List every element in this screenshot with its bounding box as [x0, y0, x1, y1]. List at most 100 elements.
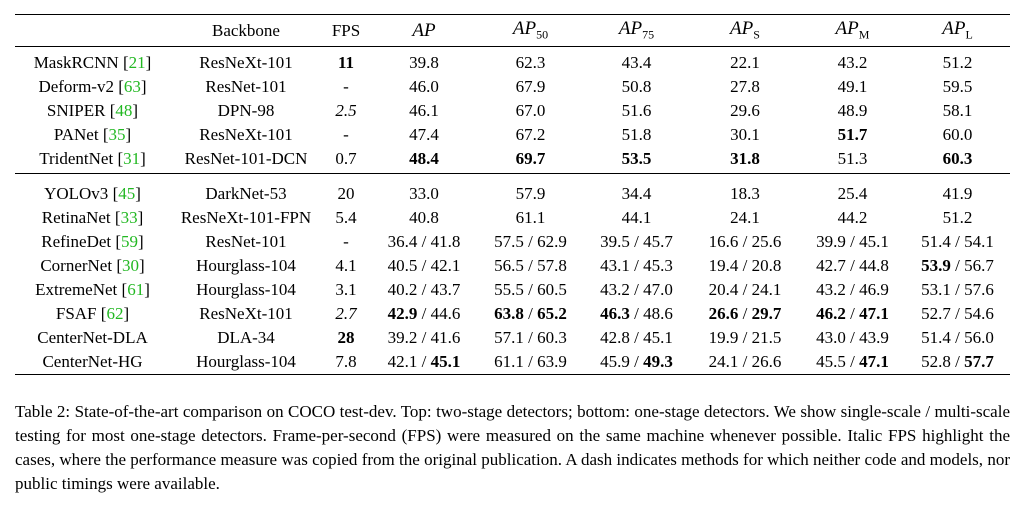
separator: / [955, 304, 960, 323]
cite-bracket: ] [144, 280, 150, 299]
separator: / [528, 256, 533, 275]
metric-cell: 40.5 / 42.1 [370, 254, 478, 278]
method-cell: FSAF [62] [15, 302, 170, 326]
header-label: Backbone [212, 20, 280, 40]
method-name: PANet [53, 125, 99, 144]
separator: / [850, 352, 855, 371]
metric-value: 44.8 [859, 256, 889, 275]
metric-cell: 51.6 [583, 99, 690, 123]
metric-value: 57.9 [515, 184, 546, 203]
metric-value: 56.5 [494, 256, 524, 275]
metric-value: 57.6 [964, 280, 994, 299]
metric-cell: 39.2 / 41.6 [370, 326, 478, 350]
separator: / [634, 232, 639, 251]
method-cell: MaskRCNN [21] [15, 47, 170, 76]
backbone-cell: DPN-98 [217, 101, 275, 120]
separator: / [528, 328, 533, 347]
metric-value: 54.6 [964, 304, 994, 323]
header-cell: APS [690, 15, 800, 47]
metric-value: 43.0 [816, 328, 846, 347]
method-cell: TridentNet [31] [15, 147, 170, 174]
method-name: CenterNet-HG [42, 352, 143, 371]
cite-bracket: ] [125, 125, 132, 144]
metric-cell: 51.2 [905, 47, 1010, 76]
table-row: CornerNet [30] Hourglass-104 4.1 40.5 / 42.… [15, 254, 1010, 278]
separator: / [850, 328, 855, 347]
separator: / [955, 232, 960, 251]
metric-value: 26.6 [751, 352, 782, 371]
header-cell: AP75 [583, 15, 690, 47]
backbone-cell: ResNet-101-DCN [184, 149, 308, 168]
header-label: AP [835, 18, 859, 40]
header-label: AP [412, 19, 436, 41]
separator: / [742, 304, 748, 323]
separator: / [955, 256, 960, 275]
metric-value: 24.1 [730, 208, 760, 227]
metric-cell: 69.7 [478, 147, 583, 174]
metric-value: 43.2 [837, 53, 868, 72]
metric-value: 46.0 [409, 77, 439, 96]
method-cell: Deform-v2 [63] [15, 75, 170, 99]
metric-value: 39.2 [387, 328, 418, 347]
fps-value: 28 [337, 328, 355, 347]
cite-bracket: ] [132, 101, 139, 120]
cite-bracket: ] [123, 304, 130, 323]
fps-cell: 7.8 [322, 350, 370, 375]
metric-cell: 52.7 / 54.6 [905, 302, 1010, 326]
row-group: MaskRCNN [21] ResNeXt-101 11 39.8 62.3 43.4 22… [15, 47, 1010, 174]
metric-value: 45.7 [643, 232, 673, 251]
metric-value: 43.2 [816, 280, 846, 299]
metric-value: 51.7 [837, 125, 868, 144]
metric-value: 41.9 [942, 184, 973, 203]
metric-value: 16.6 [708, 232, 739, 251]
separator: / [742, 328, 748, 347]
metric-cell: 41.9 [905, 174, 1010, 207]
metric-cell: 51.8 [583, 123, 690, 147]
metric-cell: 58.1 [905, 99, 1010, 123]
metric-value: 41.8 [430, 232, 461, 251]
header-label: AP [512, 18, 537, 40]
metric-cell: 60.0 [905, 123, 1010, 147]
metric-cell: 40.2 / 43.7 [370, 278, 478, 302]
metric-value: 49.1 [837, 77, 868, 96]
metric-cell: 43.2 / 46.9 [800, 278, 905, 302]
metric-value: 57.8 [537, 256, 567, 275]
header-subscript: M [858, 27, 870, 42]
metric-cell: 24.1 / 26.6 [690, 350, 800, 375]
method-cell: PANet [35] [15, 123, 170, 147]
metric-value: 45.1 [643, 328, 673, 347]
separator: / [421, 232, 427, 251]
separator: / [742, 256, 748, 275]
header-subscript: S [753, 27, 760, 42]
metric-cell: 56.5 / 57.8 [478, 254, 583, 278]
metric-value: 60.3 [537, 328, 567, 347]
cite-bracket: [ [114, 208, 121, 227]
method-cell: CenterNet-HG [15, 350, 170, 375]
backbone-cell: Hourglass-104 [196, 280, 296, 299]
metric-value: 45.1 [859, 232, 889, 251]
metric-cell: 42.9 / 44.6 [370, 302, 478, 326]
table-row: ExtremeNet [61] Hourglass-104 3.1 40.2 / 43… [15, 278, 1010, 302]
metric-value: 59.5 [942, 77, 973, 96]
metric-value: 63.8 [494, 304, 524, 323]
metric-cell: 67.0 [478, 99, 583, 123]
metric-value: 42.8 [600, 328, 630, 347]
cite-bracket: ] [138, 232, 144, 251]
table-row: SNIPER [48] DPN-98 2.5 46.1 67.0 51.6 29.6 48.9… [15, 99, 1010, 123]
metric-cell: 51.2 [905, 206, 1010, 230]
separator: / [955, 328, 960, 347]
metric-value: 29.7 [751, 304, 782, 323]
metric-cell: 16.6 / 25.6 [690, 230, 800, 254]
metric-value: 47.1 [859, 352, 889, 371]
table-row: FSAF [62] ResNeXt-101 2.7 42.9 / 44.6 63.8 /… [15, 302, 1010, 326]
metric-cell: 42.7 / 44.8 [800, 254, 905, 278]
metric-cell: 43.2 / 47.0 [583, 278, 690, 302]
cite-bracket: [ [116, 256, 122, 275]
table-row: Deform-v2 [63] ResNet-101 - 46.0 67.9 50.8 27.… [15, 75, 1010, 99]
metric-cell: 61.1 [478, 206, 583, 230]
metric-cell: 55.5 / 60.5 [478, 278, 583, 302]
metric-value: 29.6 [730, 101, 760, 120]
metric-cell: 18.3 [690, 174, 800, 207]
table-header: Backbone FPS AP AP50 AP75 APS APM APL [15, 14, 1010, 47]
metric-cell: 46.0 [370, 75, 478, 99]
